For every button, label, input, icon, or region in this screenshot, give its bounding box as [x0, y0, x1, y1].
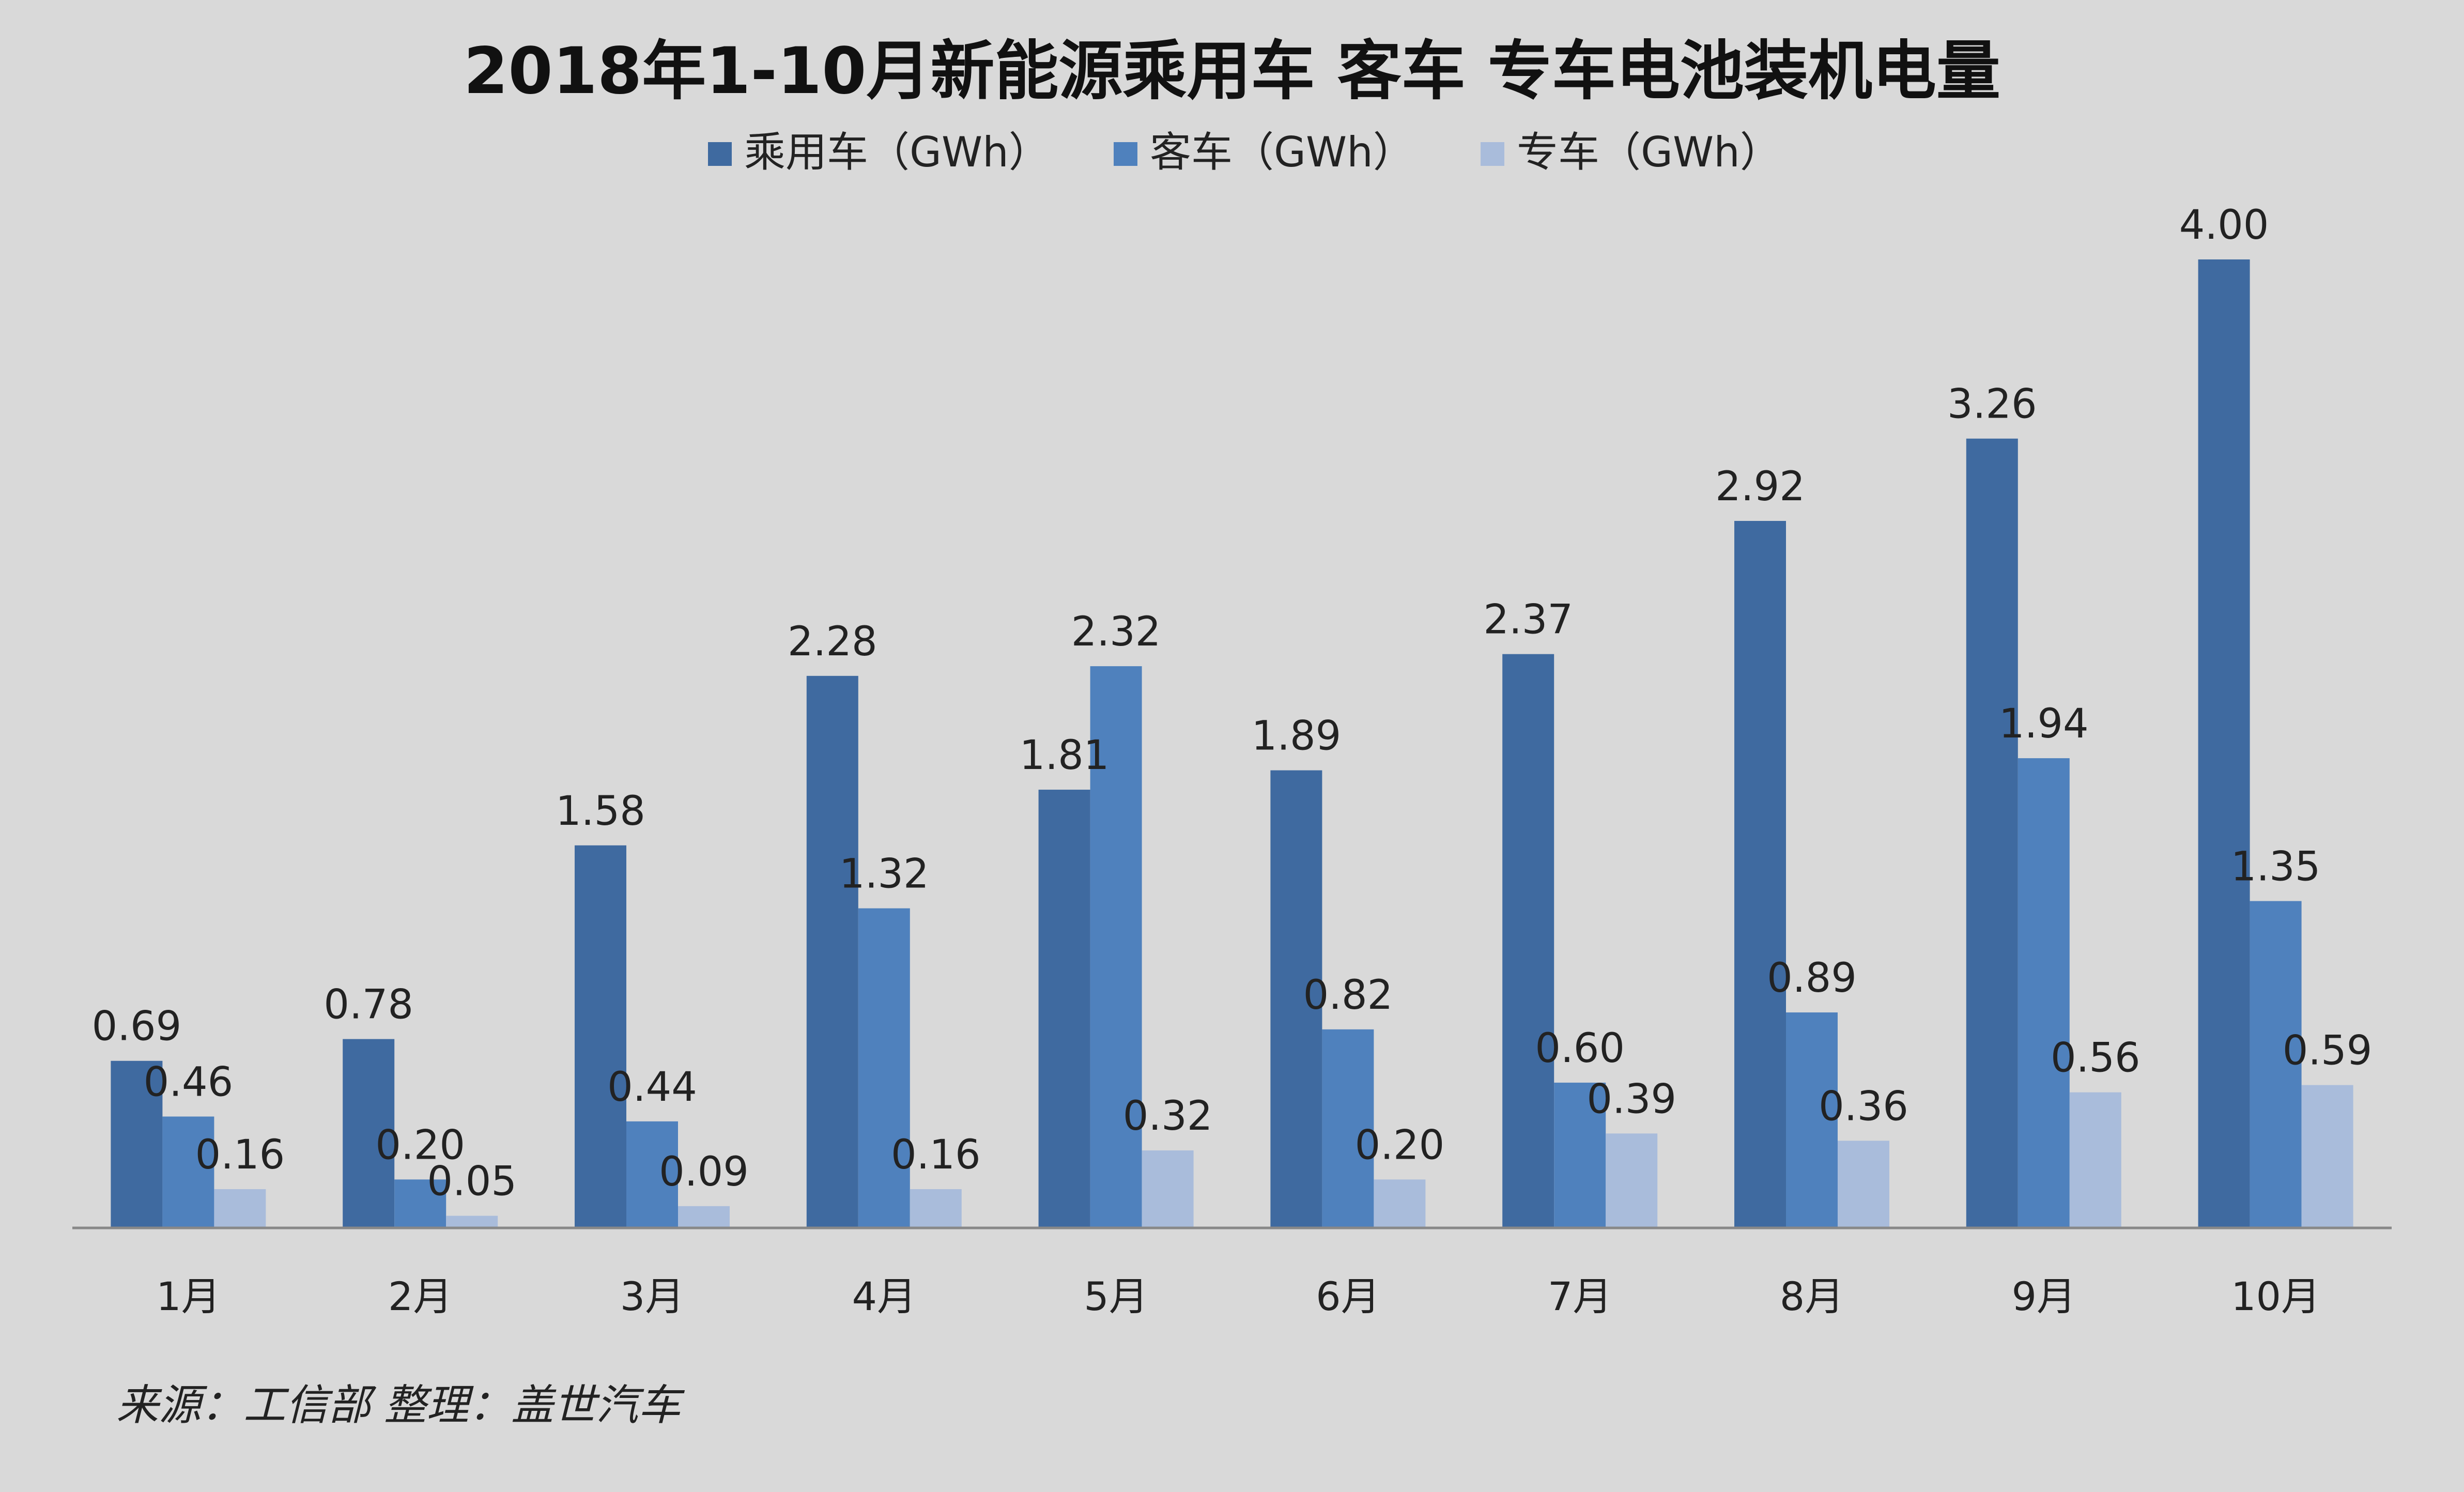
data-label-1-8: 2.92: [1715, 464, 1805, 510]
x-tick-label-3: 3月: [620, 1273, 684, 1319]
bar-1-6: [1270, 770, 1322, 1228]
legend-swatch-3: [1481, 142, 1504, 166]
bar-3-8: [1838, 1141, 1889, 1228]
bars-group: [111, 259, 2353, 1228]
data-label-1-2: 0.78: [324, 982, 413, 1028]
x-tick-label-6: 6月: [1316, 1273, 1380, 1319]
bar-3-10: [2301, 1085, 2353, 1228]
x-tick-label-1: 1月: [156, 1273, 220, 1319]
bar-3-5: [1142, 1150, 1194, 1228]
bar-3-2: [446, 1216, 498, 1228]
bar-2-3: [626, 1121, 678, 1228]
source-note: 来源：工信部 整理：盖世汽车: [116, 1381, 685, 1430]
data-label-2-10: 1.35: [2231, 844, 2321, 890]
data-label-1-1: 0.69: [92, 1004, 182, 1050]
chart-legend: 乘用车（GWh） 客车（GWh） 专车（GWh）: [708, 128, 1781, 176]
bar-3-1: [214, 1189, 266, 1228]
data-label-2-4: 1.32: [839, 851, 929, 898]
x-tick-label-10: 10月: [2231, 1273, 2320, 1319]
bar-1-2: [343, 1039, 395, 1228]
x-tick-label-4: 4月: [852, 1273, 916, 1319]
bar-1-8: [1734, 520, 1786, 1228]
bar-3-9: [2069, 1092, 2121, 1228]
data-label-2-7: 0.60: [1535, 1025, 1625, 1072]
bar-2-10: [2250, 901, 2302, 1228]
bar-2-9: [2018, 758, 2070, 1228]
x-tick-label-9: 9月: [2012, 1273, 2076, 1319]
data-label-1-5: 1.81: [1020, 732, 1110, 779]
data-labels-group: 0.690.460.160.780.200.051.580.440.092.28…: [92, 202, 2373, 1205]
x-tick-label-2: 2月: [388, 1273, 452, 1319]
data-label-3-10: 0.59: [2283, 1028, 2373, 1074]
legend-label-2: 客车（GWh）: [1150, 128, 1414, 176]
data-label-3-5: 0.32: [1123, 1093, 1213, 1140]
bar-2-2: [394, 1179, 446, 1228]
data-label-3-1: 0.16: [195, 1132, 285, 1178]
x-tick-label-8: 8月: [1780, 1273, 1844, 1319]
bar-2-7: [1554, 1082, 1606, 1228]
data-label-3-7: 0.39: [1587, 1076, 1676, 1122]
data-label-2-6: 0.82: [1303, 972, 1393, 1019]
bar-1-4: [806, 675, 858, 1228]
bar-2-1: [162, 1116, 214, 1228]
data-label-3-6: 0.20: [1355, 1122, 1445, 1168]
chart-title: 2018年1-10月新能源乘用车 客车 专车电池装机电量: [464, 34, 2000, 109]
data-label-3-2: 0.05: [427, 1159, 517, 1205]
bar-1-3: [575, 845, 626, 1228]
data-label-2-5: 2.32: [1071, 609, 1161, 655]
x-axis-tick-labels: 1月 2月 3月 4月 5月 6月 7月 8月 9月 10月: [156, 1273, 2320, 1319]
legend-label-1: 乘用车（GWh）: [744, 128, 1050, 176]
legend-label-3: 专车（GWh）: [1517, 128, 1781, 176]
bar-3-7: [1606, 1133, 1658, 1228]
bar-2-6: [1322, 1029, 1374, 1228]
bar-1-5: [1038, 790, 1090, 1228]
bar-1-9: [1966, 438, 2018, 1228]
legend-swatch-1: [708, 142, 732, 166]
data-label-2-1: 0.46: [144, 1059, 234, 1105]
data-label-2-9: 1.94: [1999, 701, 2089, 747]
data-label-3-8: 0.36: [1819, 1083, 1908, 1130]
data-label-3-3: 0.09: [659, 1149, 749, 1195]
data-label-1-9: 3.26: [1947, 381, 2037, 428]
bar-3-4: [910, 1189, 962, 1228]
data-label-1-10: 4.00: [2179, 202, 2269, 249]
bar-3-6: [1374, 1179, 1426, 1228]
data-label-1-4: 2.28: [788, 619, 877, 665]
bar-1-1: [111, 1060, 163, 1228]
bar-3-3: [678, 1206, 730, 1228]
data-label-3-4: 0.16: [891, 1132, 981, 1178]
data-label-1-3: 1.58: [556, 788, 645, 835]
data-label-2-2: 0.20: [375, 1122, 465, 1168]
x-tick-label-5: 5月: [1084, 1273, 1148, 1319]
x-tick-label-7: 7月: [1548, 1273, 1612, 1319]
legend-swatch-2: [1114, 142, 1137, 166]
bar-2-8: [1786, 1012, 1838, 1228]
data-label-1-6: 1.89: [1252, 713, 1342, 760]
bar-2-4: [858, 908, 910, 1228]
data-label-1-7: 2.37: [1483, 597, 1573, 643]
data-label-3-9: 0.56: [2051, 1035, 2140, 1082]
bar-1-7: [1502, 654, 1554, 1228]
bar-1-10: [2198, 259, 2250, 1228]
data-label-2-3: 0.44: [607, 1064, 697, 1111]
data-label-2-8: 0.89: [1767, 955, 1857, 1002]
bar-2-5: [1090, 666, 1142, 1228]
